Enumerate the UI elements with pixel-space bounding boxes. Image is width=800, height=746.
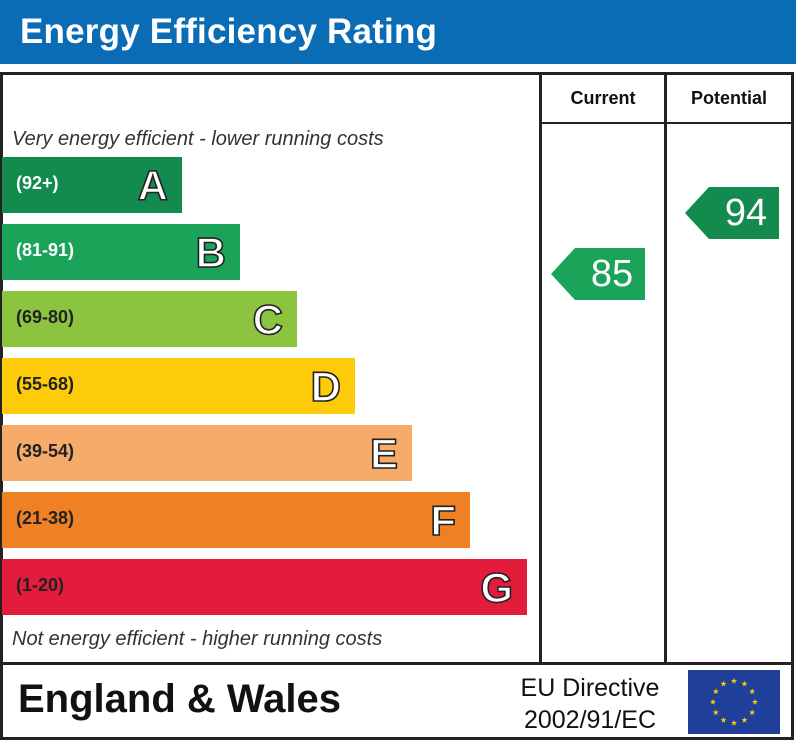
current-rating-value: 85: [590, 253, 634, 295]
band-letter: A: [137, 161, 169, 210]
current-column-header: Current: [570, 88, 636, 108]
eu-star: [749, 688, 756, 695]
eu-star: [709, 698, 717, 705]
eu-flag-stars: [709, 677, 759, 726]
potential-rating-value: 94: [724, 192, 768, 234]
current-column-divider: [539, 72, 542, 664]
band-f: (21-38) F: [2, 492, 470, 548]
top-caption: Very energy efficient - lower running co…: [12, 128, 384, 150]
footer-divider: [0, 662, 794, 665]
band-range-label: (55-68): [16, 374, 75, 394]
band-letter: F: [430, 496, 457, 545]
eu-flag: [688, 670, 780, 734]
potential-rating-arrow: 94: [685, 187, 781, 239]
band-letter: G: [480, 563, 514, 612]
eu-star: [730, 719, 738, 726]
eu-star: [749, 709, 756, 716]
eu-star: [741, 680, 748, 687]
band-d: (55-68) D: [2, 358, 355, 414]
potential-column-header: Potential: [690, 88, 767, 108]
band-letter: E: [369, 429, 399, 478]
band-letter: C: [252, 295, 284, 344]
column-header-divider: [540, 122, 794, 124]
current-rating-arrow: 85: [551, 248, 647, 300]
band-range-label: (69-80): [16, 307, 75, 327]
potential-arrow-shape: [685, 187, 779, 239]
band-range-label: (81-91): [16, 240, 75, 260]
eu-directive-line1: EU Directive: [520, 674, 660, 702]
eu-directive-line2: 2002/91/EC: [523, 706, 657, 734]
band-range-label: (39-54): [16, 441, 75, 461]
band-range-label: (21-38): [16, 508, 75, 528]
band-b: (81-91) B: [2, 224, 240, 280]
eu-star: [741, 716, 748, 723]
band-range-label: (92+): [16, 173, 59, 193]
rating-table-frame: [0, 72, 794, 740]
band-letter: D: [310, 362, 342, 411]
band-c: (69-80) C: [2, 291, 297, 347]
eu-directive: EU Directive 2002/91/EC: [500, 672, 680, 736]
band-e: (39-54) E: [2, 425, 412, 481]
eu-star: [751, 698, 759, 705]
band-range-label: (1-20): [16, 575, 65, 595]
bottom-caption: Not energy efficient - higher running co…: [12, 628, 383, 650]
eu-star: [712, 688, 719, 695]
band-letter: B: [195, 228, 227, 277]
band-g: (1-20) G: [2, 559, 527, 615]
eu-star: [712, 709, 719, 716]
current-arrow-shape: [551, 248, 645, 300]
eu-star: [730, 677, 738, 684]
page-title: Energy Efficiency Rating: [20, 12, 438, 51]
band-a: (92+) A: [2, 157, 182, 213]
eu-star: [720, 680, 727, 687]
country-label: England & Wales: [18, 677, 342, 721]
title-bar: Energy Efficiency Rating: [0, 0, 796, 64]
eu-star: [720, 716, 727, 723]
potential-column-divider: [664, 72, 667, 664]
